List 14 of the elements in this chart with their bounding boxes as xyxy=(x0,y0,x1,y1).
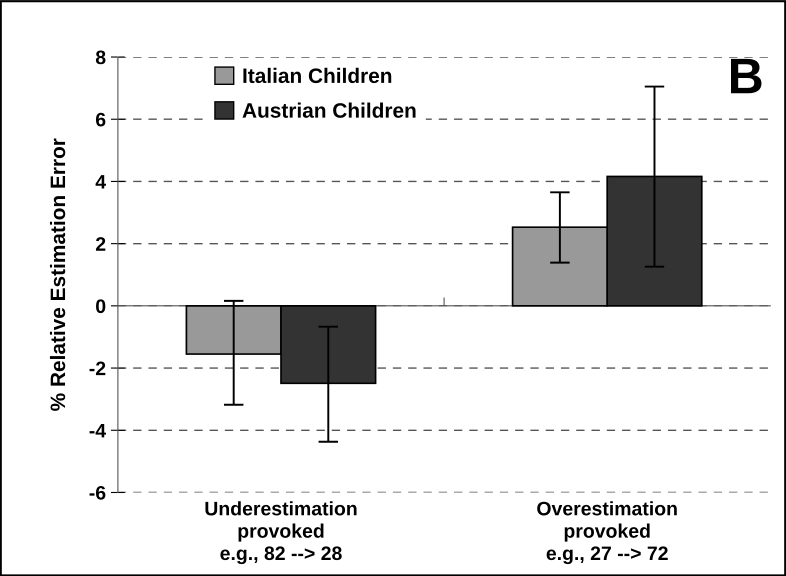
y-tick-label: 8 xyxy=(96,50,106,64)
y-tick-label: 2 xyxy=(96,237,106,251)
y-tick-label: 6 xyxy=(96,112,106,126)
y-axis-title: % Relative Estimation Error xyxy=(50,138,66,411)
legend-label: Austrian Children xyxy=(242,102,416,118)
y-tick-label: -4 xyxy=(90,424,106,438)
x-tick-label: Overestimation provoked e.g., 27 --> 72 xyxy=(537,501,677,564)
y-tick-label: 4 xyxy=(96,175,106,188)
legend-label: Italian Children xyxy=(243,68,392,84)
annotation: B xyxy=(730,58,762,94)
y-tick-label: 0 xyxy=(96,299,106,314)
x-tick-label: Underestimation provoked e.g., 82 --> 28 xyxy=(205,501,357,564)
y-tick-label: -6 xyxy=(90,486,106,500)
y-tick-label: -2 xyxy=(90,362,106,376)
